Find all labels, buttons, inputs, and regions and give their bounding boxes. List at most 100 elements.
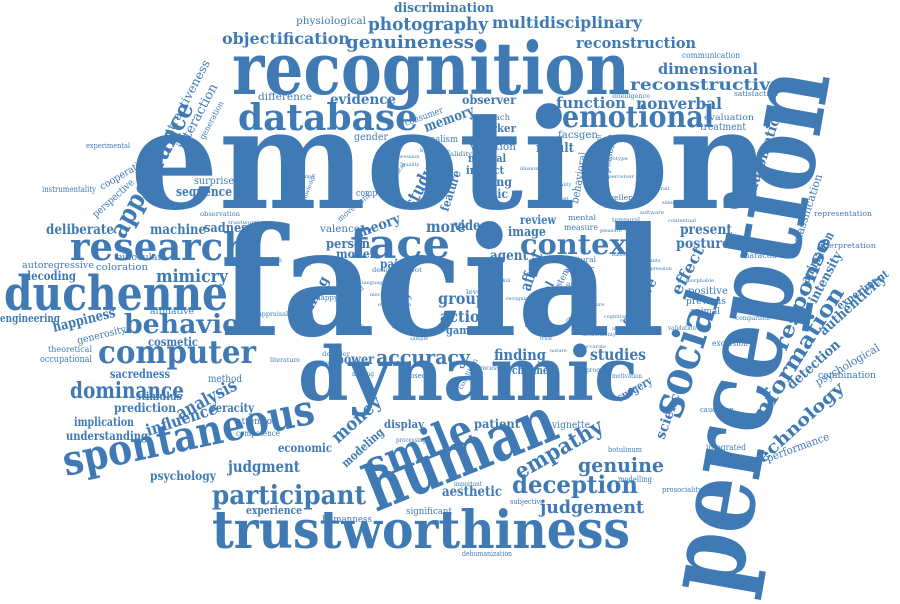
word-behavior: behavior [124, 310, 254, 340]
word-reconstruction: reconstruction [576, 34, 696, 52]
word-attribution: attribution [248, 257, 282, 264]
word-person: person [326, 237, 370, 252]
word-caucasian: caucasian [700, 406, 734, 414]
word-subjective: subjective [510, 498, 544, 506]
word-expression: expression [392, 154, 420, 160]
word-exaggeration: exaggeration [378, 302, 412, 308]
word-autoregressive: autoregressive [22, 261, 94, 271]
word-positive: positive [688, 286, 728, 297]
word-video: video [453, 218, 488, 234]
word-biases: biases [612, 252, 628, 258]
word-trust: trust [540, 336, 552, 342]
word-portrait: portrait [650, 186, 670, 192]
word-language: language [362, 280, 385, 286]
word-dimensional: dimensional [658, 60, 758, 78]
word-facsgen: facsgen [558, 130, 599, 141]
word-group: group [438, 289, 486, 308]
word-dominance: dominance [70, 378, 184, 404]
word-method: method [208, 374, 243, 385]
word-decoder: decoder [322, 351, 350, 358]
word-emotion: emotion [130, 78, 770, 241]
word-genuine: genuine [578, 453, 664, 477]
word-display: display [384, 418, 425, 431]
word-processing: processing [396, 437, 426, 444]
word-theoretical: theoretical [48, 345, 92, 354]
word-article: article [566, 281, 591, 288]
word-action: action [440, 307, 490, 326]
word-stimulus: stimulus [136, 390, 182, 403]
word-deception: deception [512, 470, 638, 499]
word-motivation: motivation [612, 373, 642, 380]
word-cosmetic: cosmetic [148, 335, 198, 349]
word-review: review [520, 213, 557, 227]
word-literature: literature [270, 357, 300, 364]
word-mental: mental [568, 214, 597, 222]
word-surprise: surprise [194, 176, 234, 187]
word-memorability: memorability [582, 332, 616, 338]
word-software: software [640, 210, 664, 216]
word-binocular: binocular [116, 253, 163, 263]
word-computer: computer [98, 333, 257, 371]
word-exclusion: exclusion [712, 339, 748, 348]
word-validity: validity [445, 151, 473, 158]
word-affiliative: affiliative [150, 307, 194, 316]
word-physiological: physiological [296, 16, 366, 27]
word-character: character [740, 251, 778, 260]
word-judgement: judgement [538, 497, 645, 518]
word-design: design [372, 267, 394, 274]
word-experience: experience [246, 504, 302, 517]
word-representation: representation [814, 210, 873, 218]
word-temporal: temporal [612, 217, 640, 224]
word-contextual: contextual [668, 218, 696, 224]
word-dehumanization: dehumanization [462, 550, 512, 558]
word-treatment: treatment [700, 122, 746, 133]
word-specific: specific [340, 323, 365, 330]
word-observer: observer [462, 93, 517, 107]
word-studies: studies [590, 345, 646, 364]
word-processes: processes [476, 365, 506, 372]
word-aesthetic: aesthetic [442, 484, 502, 500]
word-power: power [336, 352, 374, 368]
word-present: present [680, 222, 732, 238]
word-genuineness: genuineness [346, 32, 474, 53]
word-dataset: dataset [566, 317, 593, 324]
word-cognitive: cognitive [604, 314, 627, 320]
word-satisfaction: satisfaction [734, 90, 779, 98]
word-pain: pain [380, 257, 406, 271]
word-occupational: occupational [40, 355, 92, 365]
word-future: future [430, 164, 446, 170]
word-perceiver: perceiver [608, 174, 635, 180]
word-duchenne: duchenne [4, 266, 228, 322]
word-trustworthy: trustworthy [228, 220, 264, 226]
word-discrimination: discrimination [394, 1, 495, 16]
word-attention: attention [236, 417, 278, 427]
word-intelligence: intelligence [612, 93, 650, 100]
word-nature: nature [550, 348, 567, 354]
word-botulinum: botulinum [608, 446, 642, 454]
word-recognize: recognize [506, 296, 531, 302]
word-disgust: disgust [550, 196, 568, 202]
word-previous: previous [686, 297, 726, 307]
word-accuracy: accuracy [376, 345, 471, 369]
word-neutral: neutral [468, 152, 506, 165]
word-gender: gender [354, 132, 388, 143]
word-vignette: vignette [551, 420, 590, 431]
word-model: model [336, 247, 374, 261]
word-illusion: illusion [520, 166, 539, 172]
word-happy: happy [316, 294, 338, 302]
word-database: database [238, 97, 418, 139]
word-agent: agent [490, 248, 528, 264]
word-channel: channel [512, 364, 552, 377]
word-communication: communication [682, 51, 740, 60]
word-judgment: judgment [226, 457, 300, 476]
word-marker: marker [474, 122, 516, 135]
word-photography: photography [368, 14, 488, 35]
word-competence: competence [236, 429, 280, 438]
word-mimicry: mimicry [156, 266, 228, 287]
word-approach: approach [470, 113, 510, 122]
word-deliberate: deliberate [46, 222, 114, 238]
word-traveller: traveller [598, 194, 633, 202]
word-reconstructive: reconstructive [630, 75, 782, 94]
word-significant: significant [406, 507, 452, 517]
word-face: face [350, 221, 450, 268]
